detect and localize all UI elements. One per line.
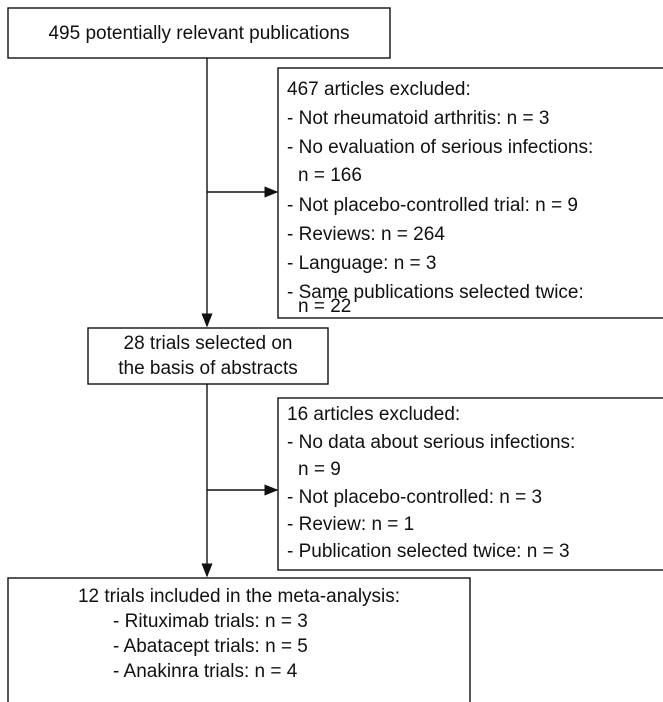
box-text: n = 166 bbox=[298, 165, 362, 186]
box-text: 495 potentially relevant publications bbox=[48, 23, 349, 44]
box-text: n = 9 bbox=[298, 459, 341, 480]
box bbox=[277, 67, 663, 319]
box-text: 467 articles excluded: bbox=[287, 79, 471, 100]
box-text: - Abatacept trials: n = 5 bbox=[113, 636, 308, 657]
box-text: - Not placebo-controlled: n = 3 bbox=[287, 487, 542, 508]
box bbox=[87, 327, 329, 385]
box bbox=[7, 577, 471, 702]
box-text: - Publication selected twice: n = 3 bbox=[287, 541, 570, 562]
box-text: - Language: n = 3 bbox=[287, 253, 437, 274]
box-text: 28 trials selected on bbox=[124, 333, 293, 354]
box-text: - No evaluation of serious infections: bbox=[287, 137, 593, 158]
box-text: 16 articles excluded: bbox=[287, 404, 460, 425]
box-text: - Rituximab trials: n = 3 bbox=[113, 611, 308, 632]
box-text: - Reviews: n = 264 bbox=[287, 224, 445, 245]
box-text: 12 trials included in the meta-analysis: bbox=[78, 586, 400, 607]
box-text: n = 22 bbox=[298, 296, 351, 317]
box-text: - Not rheumatoid arthritis: n = 3 bbox=[287, 108, 549, 129]
box-text: the basis of abstracts bbox=[118, 358, 298, 379]
box-text: - No data about serious infections: bbox=[287, 432, 575, 453]
box-text: - Anakinra trials: n = 4 bbox=[113, 661, 298, 682]
box-text: - Same publications selected twice: bbox=[287, 282, 584, 303]
box-text: - Review: n = 1 bbox=[287, 514, 414, 535]
box-text: - Not placebo-controlled trial: n = 9 bbox=[287, 195, 578, 216]
box bbox=[277, 397, 663, 571]
box bbox=[7, 7, 391, 59]
